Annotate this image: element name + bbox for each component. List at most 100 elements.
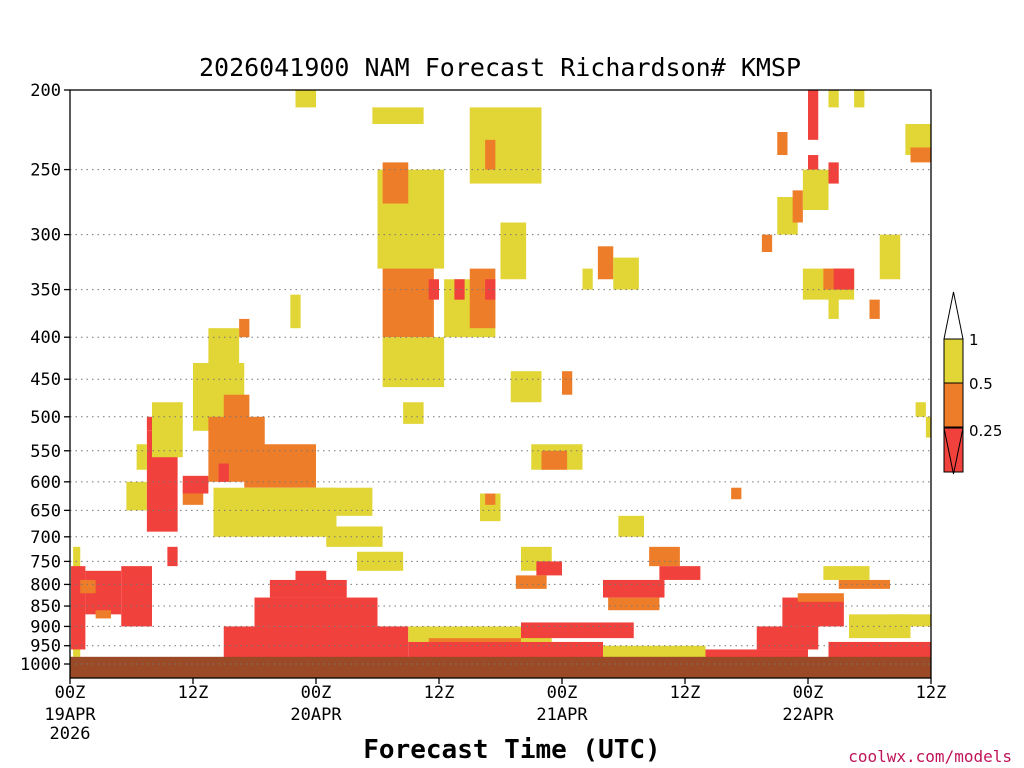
ri-region-mid (777, 132, 788, 156)
y-tick-label: 850 (30, 597, 61, 617)
ri-region-low (659, 566, 701, 580)
x-tick-date: 20APR (290, 705, 342, 725)
ri-region-low (408, 641, 603, 661)
data-cells (71, 90, 931, 661)
ri-region-mid (731, 487, 742, 500)
ri-region-high (603, 645, 706, 661)
ri-region-mid (797, 593, 844, 602)
y-tick-label: 500 (30, 408, 61, 428)
ri-region-high (469, 107, 542, 184)
ri-region-high (828, 90, 839, 108)
x-tick-label: 00Z (55, 683, 86, 703)
ri-region-low (71, 566, 86, 650)
ri-region-low (167, 546, 178, 567)
ri-region-high (500, 222, 527, 280)
colorbar-bin (943, 382, 964, 428)
colorbar-label: 0.5 (969, 375, 993, 393)
ri-region-mid (382, 162, 409, 204)
ri-region-high (290, 294, 301, 329)
x-tick-date: 21APR (536, 705, 588, 725)
ri-region-low (521, 622, 634, 639)
ri-region-low (254, 597, 378, 627)
y-tick-label: 450 (30, 370, 61, 390)
ri-region-mid (649, 546, 680, 567)
colorbar: 1 0.5 0.25 (943, 291, 1002, 475)
x-tick-date: 19APR (44, 705, 96, 725)
ri-region-high (408, 626, 552, 642)
x-tick-label: 12Z (178, 683, 209, 703)
y-tick-label: 200 (30, 81, 61, 101)
ri-region-low (756, 626, 819, 650)
ri-region-low (218, 463, 229, 482)
ground-layer (70, 656, 931, 678)
ri-region-mid (562, 371, 573, 395)
ri-region-mid (608, 597, 660, 611)
x-tick-date: 22APR (782, 705, 834, 725)
ri-region-mid (838, 579, 890, 589)
y-tick-label: 400 (30, 328, 61, 348)
ri-region-mid (869, 299, 880, 319)
ri-region-low (808, 90, 819, 140)
ri-region-low (828, 162, 839, 184)
ri-region-high (802, 169, 829, 211)
colorbar-bin (943, 338, 964, 384)
ri-region-mid (761, 234, 773, 253)
ri-region-low (603, 579, 665, 598)
chart-title: 2026041900 NAM Forecast Richardson# KMSP (199, 53, 801, 82)
y-tick-label: 550 (30, 442, 61, 462)
ri-region-low (828, 641, 931, 661)
x-tick-label: 12Z (424, 683, 455, 703)
ri-region-high (925, 416, 931, 438)
colorbar-under-arrow (943, 427, 964, 475)
ri-region-high (326, 526, 383, 547)
ri-region-mid (80, 579, 96, 594)
ri-region-low (182, 475, 209, 494)
ri-region-high (208, 328, 240, 364)
ri-region-mid (244, 444, 316, 488)
ri-region-high (510, 371, 542, 403)
ri-region-high (879, 234, 901, 280)
ri-region-high (823, 566, 870, 580)
x-tick-label: 00Z (547, 683, 578, 703)
y-tick-label: 300 (30, 226, 61, 246)
ri-region-mid (597, 246, 614, 280)
ri-region-high (828, 289, 839, 319)
x-tick-label: 00Z (301, 683, 332, 703)
ri-region-mid (95, 610, 111, 619)
y-tick-label: 700 (30, 528, 61, 548)
ri-region-high (890, 614, 931, 627)
ri-region-low (146, 416, 152, 431)
x-axis-label: Forecast Time (UTC) (363, 735, 660, 765)
y-tick-label: 350 (30, 281, 61, 301)
ri-region-high (403, 402, 424, 424)
ground-fill (70, 656, 931, 678)
ri-region-mid (485, 139, 496, 170)
y-tick-label: 750 (30, 552, 61, 572)
ri-region-mid (792, 190, 803, 223)
ri-region-mid (541, 450, 568, 470)
ri-region-mid (239, 318, 250, 338)
y-tick-label: 600 (30, 473, 61, 493)
ri-region-high (372, 107, 424, 124)
ri-region-mid (515, 575, 547, 589)
ri-region-low (454, 279, 465, 300)
ri-region-low (536, 561, 562, 576)
y-tick-label: 250 (30, 161, 61, 181)
ri-region-low (269, 579, 347, 598)
ri-region-high (126, 481, 147, 511)
y-tick-label: 800 (30, 575, 61, 595)
grid-lines (70, 89, 931, 665)
ri-region-low (782, 597, 844, 627)
ri-region-low (121, 566, 152, 627)
ri-region-mid (485, 493, 496, 505)
ri-region-high (582, 268, 593, 290)
ri-region-mid (382, 257, 434, 338)
y-tick-label: 950 (30, 637, 61, 657)
ri-region-low (223, 626, 409, 661)
credit-text: coolwx.com/models (848, 747, 1012, 766)
x-tick-label: 00Z (793, 683, 824, 703)
x-tick-label: 12Z (670, 683, 701, 703)
colorbar-over-arrow (943, 291, 964, 340)
